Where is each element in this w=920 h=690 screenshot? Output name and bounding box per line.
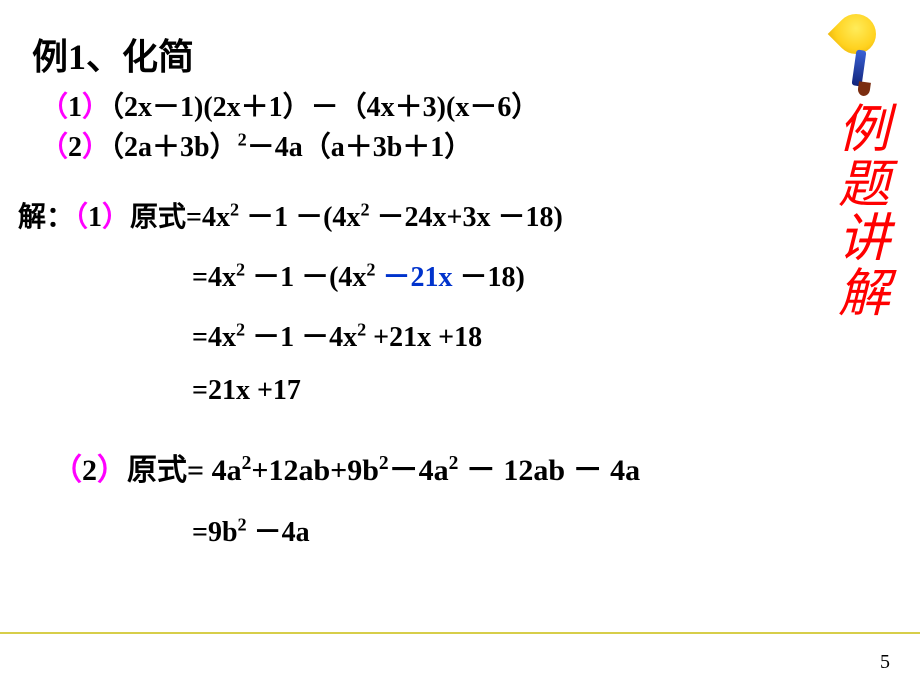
sol1-label: 1 — [88, 202, 102, 233]
sol2-s1-b: +12ab+9b — [251, 454, 379, 487]
solution-1-line-1: 解：（1）原式=4x2 －1 －(4x2 －24x+3x －18) — [18, 195, 563, 235]
sol2-s2-a: =9b — [192, 517, 238, 548]
sol1-s1-asup: 2 — [230, 200, 239, 220]
problem-2: （2）（2a＋3b）2－4a（a＋3b＋1） — [40, 125, 472, 165]
paren-close: ） — [82, 92, 110, 123]
paren-open: （ — [40, 92, 68, 123]
sol1-s2-eq: =4x — [192, 262, 236, 293]
sol2-s2-s: 2 — [238, 515, 247, 535]
sol1-s1-b: －1 －(4x — [239, 202, 360, 233]
sol1-s1-c: －24x+3x －18) — [370, 202, 563, 233]
paren-open: （ — [40, 132, 68, 163]
problem-2-post: －4a（a＋3b＋1） — [247, 132, 473, 163]
sol1-s3-asup: 2 — [236, 320, 245, 340]
example-title: 例1、化简 — [32, 28, 194, 80]
sidebar-char: 题 — [828, 159, 900, 214]
footer-rule — [0, 632, 920, 634]
problem-1-label: 1 — [68, 92, 82, 123]
sol1-s1-a: 4x — [202, 202, 230, 233]
problem-1-body: （2x－1)(2x＋1）－（4x＋3)(x－6） — [110, 92, 539, 123]
solution-1-line-3: =4x2 －1 －4x2 +21x +18 — [192, 315, 482, 355]
solution-2-line-1: （2）原式= 4a2+12ab+9b2－4a2 － 12ab － 4a — [52, 445, 640, 489]
sol1-s1-bsup: 2 — [360, 200, 369, 220]
paren-close: ） — [82, 132, 110, 163]
sidebar-char: 例 — [828, 104, 900, 159]
sol1-s2-highlight: －21x — [382, 262, 452, 293]
sol1-s2-mid: －1 －(4x — [245, 262, 366, 293]
solution-1-line-2: =4x2 －1 －(4x2 －21x －18) — [192, 255, 525, 295]
sol2-s1-d: － 12ab － 4a — [458, 454, 640, 487]
problem-2-sup: 2 — [238, 130, 247, 150]
solution-label: 解： — [18, 202, 74, 233]
paren-close: ） — [102, 202, 130, 233]
sol1-prefix: 原式= — [130, 202, 202, 233]
sol2-s2-b: －4a — [247, 517, 310, 548]
sol1-s3-eq: =4x — [192, 322, 236, 353]
sidebar-vertical-title: 例 题 讲 解 — [828, 104, 900, 322]
sol2-s1-s3: 2 — [449, 453, 459, 474]
page-number: 5 — [880, 651, 890, 674]
slide: 例 题 讲 解 例1、化简 （1）（2x－1)(2x＋1）－（4x＋3)(x－6… — [0, 0, 920, 690]
solution-1-line-4: =21x +17 — [192, 375, 301, 407]
problem-2-label: 2 — [68, 132, 82, 163]
sidebar-char: 解 — [828, 268, 900, 323]
sol2-label: 2 — [82, 454, 97, 487]
sol2-s1-s2: 2 — [379, 453, 389, 474]
sol1-s2-tail: －18) — [453, 262, 525, 293]
paren-close: ） — [97, 454, 127, 487]
sol2-s1-s1: 2 — [242, 453, 252, 474]
sol1-s3-mid: －1 －4x — [245, 322, 357, 353]
sol1-s3-tail: +21x +18 — [366, 322, 482, 353]
sol2-prefix: 原式= — [127, 454, 204, 487]
paren-open: （ — [74, 202, 88, 233]
sol2-s1-a: 4a — [204, 454, 242, 487]
sol1-s2-asup: 2 — [236, 260, 245, 280]
problem-2-pre: （2a＋3b） — [110, 132, 238, 163]
sidebar-char: 讲 — [828, 213, 900, 268]
brush-icon — [830, 14, 902, 94]
paren-open: （ — [52, 454, 82, 487]
solution-2-line-2: =9b2 －4a — [192, 510, 310, 550]
sol1-s3-bsup: 2 — [357, 320, 366, 340]
problem-1: （1）（2x－1)(2x＋1）－（4x＋3)(x－6） — [40, 85, 539, 125]
sol2-s1-c: －4a — [389, 454, 449, 487]
